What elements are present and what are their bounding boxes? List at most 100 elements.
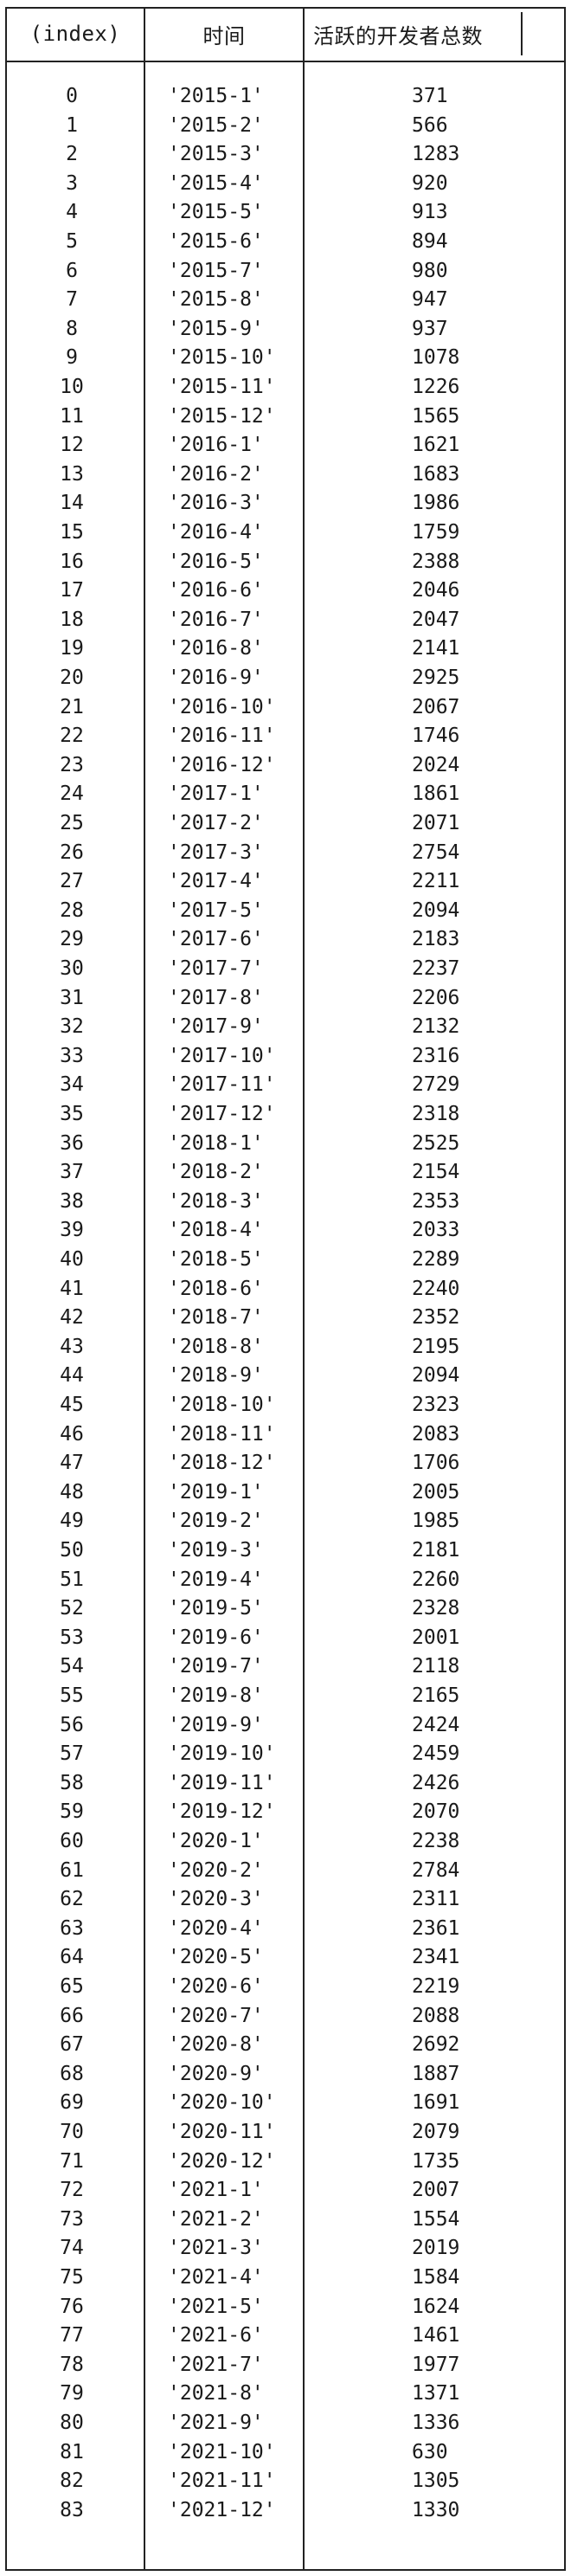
table-row: 29 '2017-6' 2183 xyxy=(7,924,564,954)
table-row: 59 '2019-12' 2070 xyxy=(7,1797,564,1826)
row-time: '2019-3' xyxy=(168,1539,264,1562)
row-active-developers: 920 xyxy=(412,171,448,195)
row-active-developers: 913 xyxy=(412,201,448,224)
row-active-developers: 2007 xyxy=(412,2179,460,2202)
table-row: 78 '2021-7' 1977 xyxy=(7,2350,564,2380)
row-index: 2 xyxy=(66,143,78,166)
row-active-developers: 2289 xyxy=(412,1248,460,1271)
row-index: 26 xyxy=(60,840,84,864)
row-time: '2015-12' xyxy=(168,404,276,428)
table-row: 14 '2016-3' 1986 xyxy=(7,488,564,518)
row-active-developers: 1861 xyxy=(412,782,460,806)
row-active-developers: 2219 xyxy=(412,1975,460,1998)
row-time: '2015-6' xyxy=(168,230,264,253)
row-index: 28 xyxy=(60,898,84,922)
row-index: 78 xyxy=(60,2353,84,2376)
table-row: 42 '2018-7' 2352 xyxy=(7,1303,564,1332)
row-index: 18 xyxy=(60,608,84,631)
table-row: 49 '2019-2' 1985 xyxy=(7,1506,564,1536)
header-time: 时间 xyxy=(202,23,246,48)
row-index: 50 xyxy=(60,1539,84,1562)
row-index: 44 xyxy=(60,1364,84,1388)
row-active-developers: 2311 xyxy=(412,1888,460,1911)
table-row: 12 '2016-1' 1621 xyxy=(7,430,564,460)
row-time: '2018-8' xyxy=(168,1335,264,1358)
row-active-developers: 1565 xyxy=(412,404,460,428)
row-time: '2019-4' xyxy=(168,1568,264,1591)
row-time: '2020-5' xyxy=(168,1946,264,1969)
row-index: 49 xyxy=(60,1510,84,1533)
row-index: 27 xyxy=(60,870,84,893)
row-time: '2019-11' xyxy=(168,1771,276,1794)
table-row: 62 '2020-3' 2311 xyxy=(7,1884,564,1914)
row-active-developers: 937 xyxy=(412,317,448,340)
row-index: 77 xyxy=(60,2324,84,2347)
row-index: 56 xyxy=(60,1713,84,1736)
row-index: 13 xyxy=(60,462,84,486)
row-index: 66 xyxy=(60,2004,84,2027)
row-time: '2017-5' xyxy=(168,898,264,922)
row-active-developers: 2316 xyxy=(412,1044,460,1067)
row-index: 7 xyxy=(66,288,78,312)
table-row: 82 '2021-11' 1305 xyxy=(7,2466,564,2496)
row-index: 58 xyxy=(60,1771,84,1794)
row-active-developers: 2784 xyxy=(412,1858,460,1882)
row-index: 47 xyxy=(60,1452,84,1475)
table-row: 75 '2021-4' 1584 xyxy=(7,2263,564,2292)
row-active-developers: 2165 xyxy=(412,1684,460,1707)
row-active-developers: 2094 xyxy=(412,1364,460,1388)
row-time: '2020-2' xyxy=(168,1858,264,1882)
table-row: 24 '2017-1' 1861 xyxy=(7,779,564,808)
row-time: '2021-10' xyxy=(168,2440,276,2463)
row-index: 14 xyxy=(60,492,84,515)
row-time: '2020-4' xyxy=(168,1916,264,1940)
header-separator xyxy=(7,61,564,62)
row-index: 52 xyxy=(60,1597,84,1620)
row-time: '2017-8' xyxy=(168,986,264,1009)
row-active-developers: 2260 xyxy=(412,1568,460,1591)
row-time: '2018-5' xyxy=(168,1248,264,1271)
console-table: (index) 时间 活跃的开发者总数 0'2015-1' 371 1'2015-2… xyxy=(5,7,566,2571)
row-index: 35 xyxy=(60,1103,84,1125)
row-index: 30 xyxy=(60,957,84,980)
row-active-developers: 1584 xyxy=(412,2266,460,2289)
row-time: '2016-7' xyxy=(168,608,264,631)
row-active-developers: 1336 xyxy=(412,2412,460,2434)
row-time: '2021-9' xyxy=(168,2412,264,2434)
row-active-developers: 371 xyxy=(412,85,448,107)
table-row: 51 '2019-4' 2260 xyxy=(7,1565,564,1594)
table-row: 41 '2018-6' 2240 xyxy=(7,1274,564,1304)
table-row: 33 '2017-10' 2316 xyxy=(7,1041,564,1071)
row-index: 51 xyxy=(60,1568,84,1591)
row-time: '2020-6' xyxy=(168,1975,264,1998)
row-index: 62 xyxy=(60,1888,84,1911)
row-time: '2019-2' xyxy=(168,1510,264,1533)
row-active-developers: 566 xyxy=(412,113,448,137)
row-active-developers: 2238 xyxy=(412,1830,460,1852)
row-index: 70 xyxy=(60,2121,84,2143)
row-index: 63 xyxy=(60,1916,84,1940)
row-time: '2020-10' xyxy=(168,2091,276,2115)
row-active-developers: 2083 xyxy=(412,1422,460,1446)
row-active-developers: 1735 xyxy=(412,2149,460,2173)
row-active-developers: 2071 xyxy=(412,812,460,834)
row-time: '2015-5' xyxy=(168,201,264,224)
row-index: 32 xyxy=(60,1015,84,1039)
table-row: 3 '2015-4' 920 xyxy=(7,169,564,198)
row-time: '2017-12' xyxy=(168,1103,276,1125)
row-index: 25 xyxy=(60,812,84,834)
row-time: '2019-9' xyxy=(168,1713,264,1736)
row-active-developers: 2094 xyxy=(412,898,460,922)
row-index: 67 xyxy=(60,2033,84,2057)
row-active-developers: 2070 xyxy=(412,1800,460,1824)
row-active-developers: 2141 xyxy=(412,637,460,660)
table-row: 17 '2016-6' 2046 xyxy=(7,576,564,605)
row-active-developers: 2154 xyxy=(412,1161,460,1184)
table-row: 40 '2018-5' 2289 xyxy=(7,1245,564,1274)
table-row: 8 '2015-9' 937 xyxy=(7,314,564,344)
row-index: 34 xyxy=(60,1073,84,1097)
row-index: 16 xyxy=(60,550,84,573)
row-active-developers: 2424 xyxy=(412,1713,460,1736)
row-index: 39 xyxy=(60,1219,84,1242)
row-time: '2021-4' xyxy=(168,2266,264,2289)
